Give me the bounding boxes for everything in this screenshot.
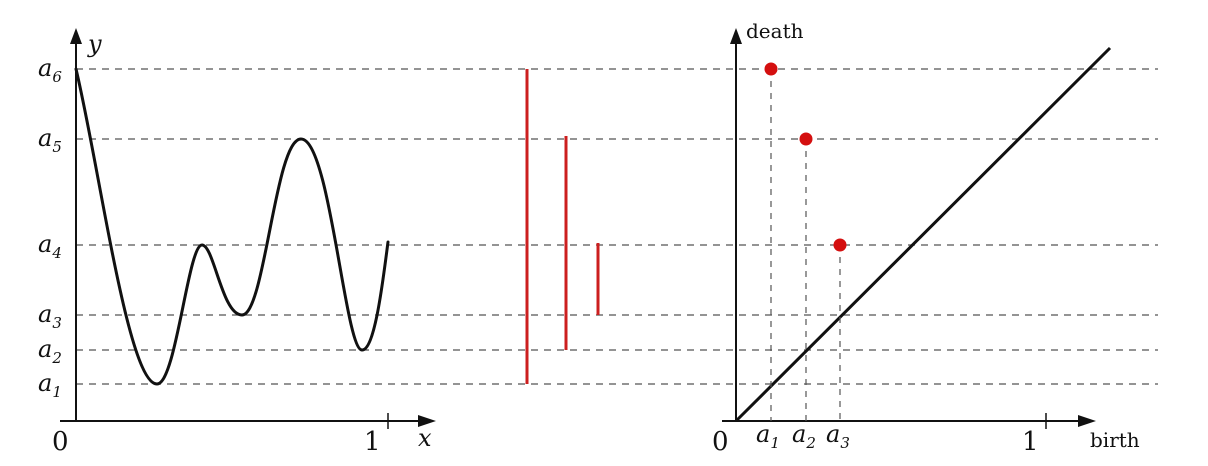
right-x-tick-label: 1 [1022, 427, 1039, 457]
right-x-point-labels: a1 a2 a3 [756, 420, 850, 452]
point-a1-a6 [764, 62, 778, 76]
left-y-axis-label: y [87, 30, 102, 58]
barcode [525, 69, 600, 384]
left-x-tick-label: 1 [364, 427, 381, 457]
left-y-level-labels: a6 a5 a4 a3 a2 a1 [38, 54, 62, 401]
level-label-a2: a2 [38, 335, 62, 367]
right-x-axis-arrow [1078, 415, 1096, 427]
level-lines [76, 68, 1158, 385]
x-label-a3: a3 [826, 420, 850, 452]
level-label-a3: a3 [38, 300, 62, 332]
level-label-a6: a6 [38, 54, 62, 86]
left-y-axis-arrow [70, 28, 82, 44]
point-a2-a5 [799, 132, 813, 146]
right-y-axis-arrow [730, 28, 742, 44]
point-a3-a4 [833, 238, 847, 252]
right-plot: death birth 0 1 a1 a2 a3 [712, 19, 1140, 457]
right-x-axis-label: birth [1090, 428, 1140, 452]
right-y-axis-label: death [746, 19, 804, 43]
left-origin-label: 0 [52, 427, 69, 457]
level-label-a5: a5 [38, 124, 62, 156]
function-curve [74, 67, 390, 386]
x-label-a1: a1 [756, 420, 780, 452]
left-x-axis-label: x [418, 424, 432, 452]
level-label-a1: a1 [38, 369, 62, 401]
x-label-a2: a2 [792, 420, 816, 452]
right-origin-label: 0 [712, 427, 729, 457]
level-label-a4: a4 [38, 230, 62, 262]
persistence-points [764, 62, 847, 252]
diagonal-line [734, 46, 1112, 423]
left-x-axis-arrow [418, 415, 436, 427]
left-plot: y x 0 1 a6 a5 a4 a3 a2 a1 [38, 28, 436, 457]
drop-lines [770, 69, 841, 421]
